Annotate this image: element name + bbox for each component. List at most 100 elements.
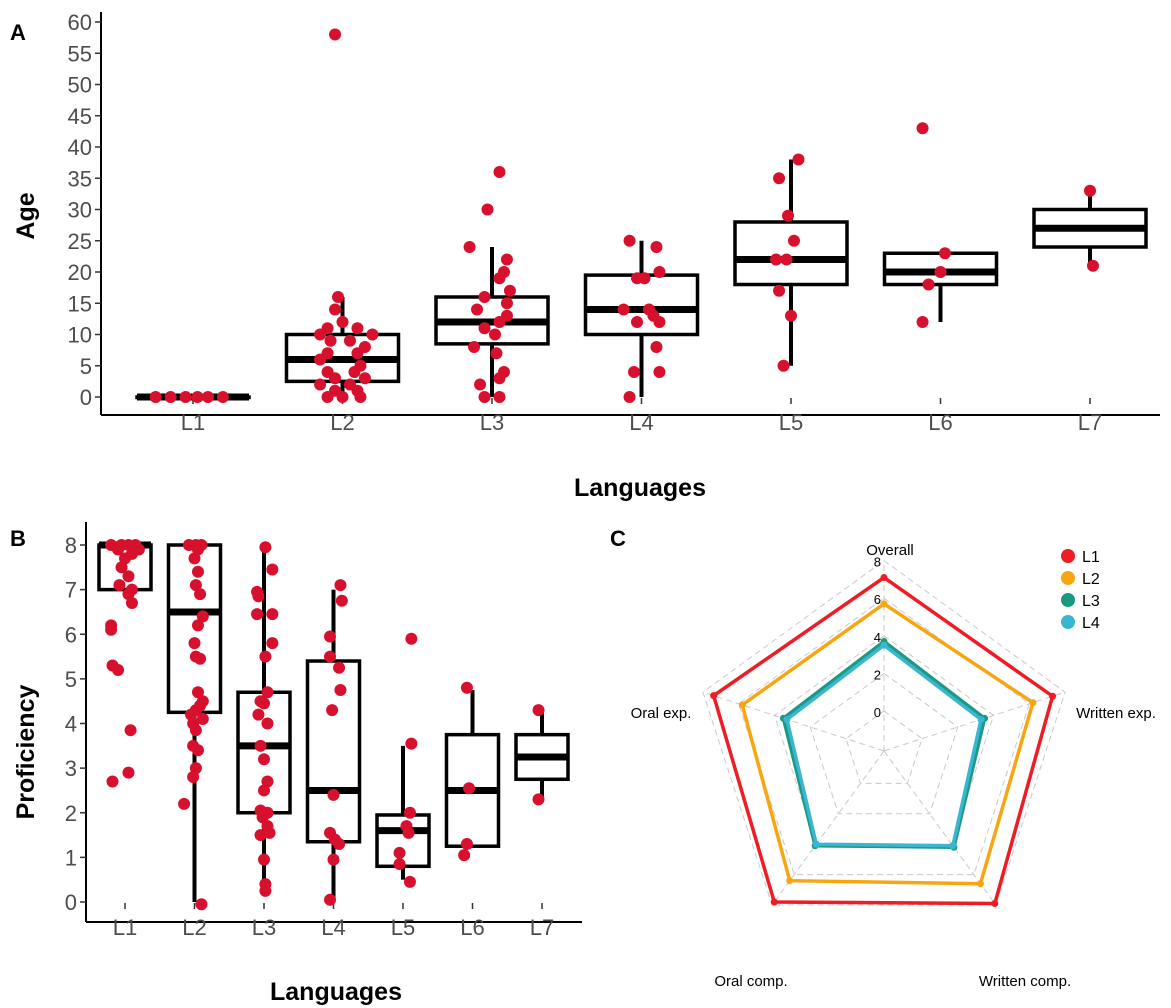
proficiency-axis-title: Proficiency <box>12 685 40 820</box>
data-point <box>334 579 347 592</box>
legend-label: L1 <box>1082 549 1100 566</box>
data-point <box>189 579 202 592</box>
data-point <box>188 637 201 650</box>
data-point <box>773 284 786 297</box>
data-point <box>115 561 128 574</box>
y-tick-label: 60 <box>68 10 92 35</box>
data-point <box>191 744 204 757</box>
data-point <box>503 284 516 297</box>
data-point <box>149 391 162 403</box>
data-point <box>916 122 929 135</box>
radar-spoke <box>883 750 997 906</box>
radar-spoke <box>702 691 885 752</box>
legend-label: L2 <box>1082 571 1100 588</box>
data-point <box>471 303 484 316</box>
data-point <box>324 650 337 663</box>
y-tick-label: 50 <box>68 73 92 98</box>
data-point <box>122 766 135 779</box>
data-point <box>266 637 279 650</box>
y-tick-label: 4 <box>65 712 77 737</box>
data-point <box>922 278 935 291</box>
data-point <box>194 652 207 665</box>
data-point <box>650 341 663 353</box>
data-point <box>124 724 137 737</box>
data-point <box>493 166 506 178</box>
data-point <box>358 372 371 385</box>
y-tick-label: 15 <box>68 291 92 316</box>
radar-series-point <box>710 692 718 700</box>
data-point <box>787 234 800 247</box>
legend-marker <box>1061 571 1075 585</box>
radar-tick-label: 8 <box>874 555 881 570</box>
data-point <box>189 724 202 737</box>
y-tick-label: 5 <box>65 667 77 692</box>
data-point <box>113 579 126 592</box>
data-point <box>258 784 270 797</box>
box-iqr <box>733 220 849 287</box>
y-tick-label: 0 <box>65 890 77 915</box>
data-point <box>263 826 276 839</box>
data-point <box>366 328 379 341</box>
radar-tick-label: 4 <box>874 630 881 645</box>
data-point <box>481 203 494 216</box>
data-point <box>916 316 929 328</box>
radar-series-line <box>740 601 1035 886</box>
age-boxplot-panel: A Age Languages 0 5 10 15 20 25 30 35 40 45 50 55 60… <box>10 10 1160 502</box>
y-tick-label: 25 <box>68 229 92 254</box>
box-iqr <box>305 659 362 844</box>
y-tick-label: 20 <box>68 260 92 285</box>
data-point <box>405 737 418 750</box>
x-tick-label: L5 <box>779 410 803 435</box>
radar-axis-label: Written comp. <box>979 973 1071 990</box>
y-tick-label: 35 <box>68 166 92 191</box>
data-point <box>261 717 274 730</box>
data-point <box>191 619 204 632</box>
radar-tick-label: 0 <box>874 705 881 720</box>
data-point <box>532 704 545 717</box>
data-point <box>393 858 406 871</box>
data-point <box>458 849 471 862</box>
x-tick-label: L1 <box>113 915 137 940</box>
data-point <box>493 391 506 403</box>
y-tick-label: 6 <box>65 622 77 647</box>
data-point <box>335 594 348 607</box>
data-point <box>348 366 361 378</box>
data-point <box>468 341 481 353</box>
data-point <box>638 272 651 285</box>
data-point <box>460 681 473 694</box>
y-tick-label: 1 <box>65 845 77 870</box>
x-tick-label: L7 <box>1078 410 1102 435</box>
data-point <box>785 309 797 322</box>
radar-series-point <box>770 898 778 906</box>
data-point <box>252 708 265 721</box>
y-tick-label: 55 <box>68 41 92 66</box>
data-point <box>314 353 327 366</box>
data-point <box>196 610 209 623</box>
age-x-axis-title: Languages <box>574 474 706 502</box>
data-point <box>258 753 270 766</box>
data-point <box>488 328 501 341</box>
y-tick-label: 5 <box>80 354 92 379</box>
data-point <box>196 713 209 726</box>
x-tick-label: L6 <box>460 915 484 940</box>
radar-grid-ring <box>845 710 923 784</box>
data-point <box>1084 184 1096 197</box>
legend-marker <box>1061 615 1075 629</box>
data-point <box>631 316 644 328</box>
data-point <box>266 563 279 576</box>
data-point <box>478 322 491 335</box>
data-point <box>403 875 416 888</box>
data-point <box>402 826 415 839</box>
data-point <box>329 372 342 385</box>
data-point <box>490 347 503 360</box>
data-point <box>191 565 204 578</box>
data-point <box>329 28 342 41</box>
panel-label-c: C <box>610 526 626 551</box>
data-point <box>336 316 349 328</box>
data-point <box>653 266 666 278</box>
radar-series-point <box>991 900 999 908</box>
data-point <box>188 552 201 565</box>
data-point <box>478 291 491 303</box>
data-point <box>493 316 506 328</box>
data-point <box>463 782 476 795</box>
